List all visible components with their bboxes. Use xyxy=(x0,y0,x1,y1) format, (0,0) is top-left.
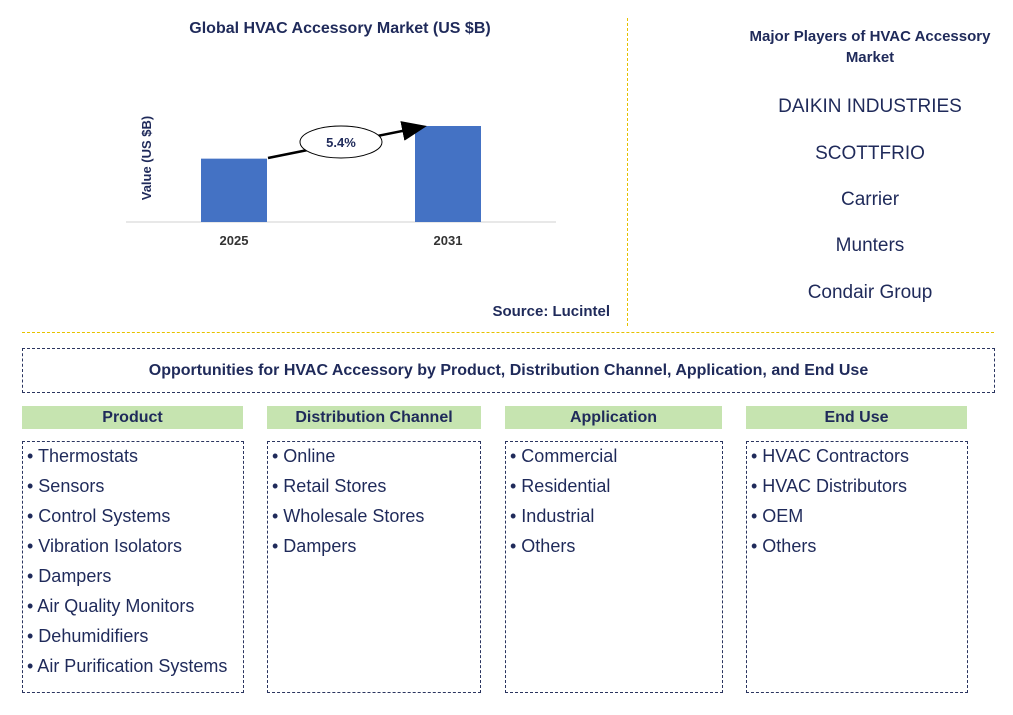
list-item: • OEM xyxy=(751,506,804,526)
bar-2025 xyxy=(201,158,267,222)
vertical-divider xyxy=(627,18,628,326)
list-item: • Dehumidifiers xyxy=(27,626,149,646)
list-item: • Dampers xyxy=(27,566,112,586)
list-item: • Thermostats xyxy=(27,446,139,466)
y-axis-label: Value (US $B) xyxy=(139,116,154,201)
category-list-distribution-channel: • Online • Retail Stores • Wholesale Sto… xyxy=(267,441,481,693)
opportunities-title: Opportunities for HVAC Accessory by Prod… xyxy=(22,348,995,393)
player-item: Carrier xyxy=(840,189,900,210)
category-header-product: Product xyxy=(22,406,243,429)
category-list-product: • Thermostats • Sensors • Control System… xyxy=(22,441,244,693)
chart-title: Global HVAC Accessory Market (US $B) xyxy=(189,20,491,37)
list-item: • Wholesale Stores xyxy=(272,506,425,526)
category-list-application: • Commercial • Residential • Industrial … xyxy=(505,441,723,693)
source-label: Source: Lucintel xyxy=(492,303,610,320)
category-header-distribution-channel: Distribution Channel xyxy=(267,406,481,429)
list-item: • Dampers xyxy=(272,536,357,556)
list-item: • Vibration Isolators xyxy=(27,536,183,556)
list-item: • Air Quality Monitors xyxy=(27,596,195,616)
category-header-application: Application xyxy=(505,406,722,429)
horizontal-divider xyxy=(22,332,994,333)
bar-2031 xyxy=(415,126,481,222)
list-item: • HVAC Distributors xyxy=(751,476,907,496)
player-item: Condair Group xyxy=(807,282,933,303)
players-title: Major Players of HVAC Accessory Market xyxy=(749,28,991,66)
list-item: • Online xyxy=(272,446,336,466)
cagr-bubble xyxy=(299,125,383,159)
cagr-label: 5.4% xyxy=(326,135,356,150)
list-item: • Sensors xyxy=(27,476,105,496)
player-item: SCOTTFRIO xyxy=(815,143,925,164)
category-header-end-use: End Use xyxy=(746,406,967,429)
list-item: • Others xyxy=(510,536,576,556)
list-item: • Air Purification Systems xyxy=(27,656,228,676)
list-item: • Control Systems xyxy=(27,506,171,526)
player-item: Munters xyxy=(835,235,905,256)
list-item: • Commercial xyxy=(510,446,618,466)
list-item: • Others xyxy=(751,536,817,556)
x-tick-label: 2031 xyxy=(434,233,463,248)
x-tick-label: 2025 xyxy=(220,233,249,248)
list-item: • HVAC Contractors xyxy=(751,446,910,466)
player-item: DAIKIN INDUSTRIES xyxy=(778,96,962,117)
category-list-end-use: • HVAC Contractors • HVAC Distributors •… xyxy=(746,441,968,693)
list-item: • Residential xyxy=(510,476,611,496)
list-item: • Retail Stores xyxy=(272,476,387,496)
list-item: • Industrial xyxy=(510,506,595,526)
bar-chart: Value (US $B) 2025 2031 5.4% xyxy=(126,116,556,248)
